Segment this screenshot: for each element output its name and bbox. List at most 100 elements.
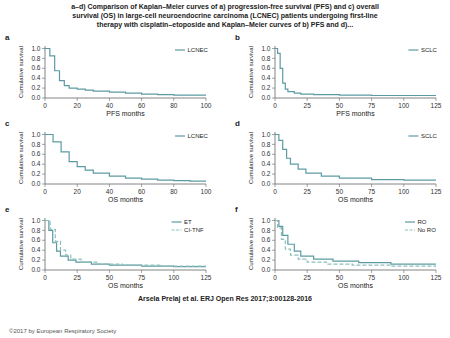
legend: LCNEC: [175, 133, 209, 139]
y-tick-label: 1.0: [31, 217, 40, 224]
y-tick-label: 0.4: [261, 246, 270, 253]
legend-label: SCLC: [421, 133, 438, 139]
plot-area: [45, 48, 206, 95]
y-tick: [42, 48, 45, 49]
x-axis-label: PFS months: [336, 110, 375, 117]
y-tick: [42, 164, 45, 165]
x-tick-label: 75: [368, 102, 376, 109]
y-tick: [272, 78, 275, 79]
panel-label: c: [5, 119, 10, 128]
y-tick-label: 0.0: [261, 94, 270, 101]
y-tick: [272, 154, 275, 155]
legend-swatch: [172, 221, 182, 222]
x-tick-label: 75: [368, 274, 376, 281]
y-tick-label: 0.8: [261, 55, 270, 62]
x-tick-label: 40: [106, 188, 114, 195]
y-tick: [272, 174, 275, 175]
y-tick-label: 0.0: [31, 180, 40, 187]
y-tick: [272, 270, 275, 271]
survival-curve: [45, 48, 206, 95]
y-tick-label: 0.2: [31, 170, 40, 177]
legend: LCNEC: [175, 47, 209, 53]
y-tick-label: 0.2: [31, 256, 40, 263]
survival-curve: [275, 134, 436, 180]
y-tick-label: 0.2: [261, 84, 270, 91]
x-tick-label: 0: [43, 274, 47, 281]
survival-curve: [45, 220, 206, 266]
x-tick-label: 0: [43, 102, 47, 109]
x-tick-label: 75: [138, 274, 146, 281]
x-tick-label: 100: [398, 274, 409, 281]
legend-label: LCNEC: [188, 133, 209, 139]
legend-swatch: [172, 229, 182, 230]
y-tick-label: 0.0: [31, 94, 40, 101]
y-axis-line: [275, 46, 276, 98]
plot-area: [45, 220, 206, 266]
x-tick-label: 60: [138, 102, 146, 109]
survival-curve: [275, 220, 436, 264]
y-axis-label: Cumulative survival: [18, 46, 24, 98]
x-tick-label: 25: [74, 274, 82, 281]
x-tick-label: 0: [273, 188, 277, 195]
legend-swatch: [408, 49, 418, 50]
plot-area: [275, 134, 436, 180]
x-tick-label: 100: [201, 188, 212, 195]
y-tick: [272, 58, 275, 59]
y-tick: [42, 230, 45, 231]
y-tick: [42, 98, 45, 99]
y-tick-label: 1.0: [31, 131, 40, 138]
y-tick: [272, 250, 275, 251]
y-tick: [272, 260, 275, 261]
y-tick-label: 0.6: [31, 150, 40, 157]
x-tick-label: 0: [43, 188, 47, 195]
y-tick: [42, 78, 45, 79]
legend: SCLC: [408, 47, 437, 53]
y-tick: [272, 88, 275, 89]
panel-label: f: [235, 205, 238, 214]
y-tick-label: 1.0: [261, 217, 270, 224]
y-axis-label: Cumulative survival: [18, 218, 24, 270]
citation: Arsela Prelaj et al. ERJ Open Res 2017;3…: [138, 295, 312, 303]
y-tick: [272, 240, 275, 241]
y-tick: [272, 164, 275, 165]
y-tick-label: 0.8: [31, 141, 40, 148]
figure: a–d) Comparison of Kaplan–Meier curves o…: [0, 0, 450, 338]
y-tick: [42, 144, 45, 145]
plot-area: [275, 220, 436, 266]
x-tick-label: 40: [106, 102, 114, 109]
legend: SCLC: [408, 133, 437, 139]
survival-curve: [45, 220, 206, 266]
x-axis-line: [275, 98, 436, 99]
x-tick-label: 125: [431, 188, 442, 195]
x-tick-label: 25: [304, 188, 312, 195]
y-axis-label: Cumulative survival: [248, 218, 254, 270]
survival-curve: [45, 134, 206, 181]
y-tick: [42, 68, 45, 69]
panel-label: d: [235, 119, 240, 128]
plot-area: [45, 134, 206, 181]
survival-curve: [275, 220, 436, 266]
panel: a0.00.20.40.60.81.0020406080100PFS month…: [5, 33, 212, 117]
legend-swatch: [405, 229, 415, 230]
x-tick-label: 25: [304, 274, 312, 281]
x-tick-label: 100: [201, 102, 212, 109]
panel: d0.00.20.40.60.81.00255075100125OS month…: [235, 119, 442, 203]
y-tick-label: 1.0: [261, 131, 270, 138]
x-axis-label: PFS months: [106, 110, 145, 117]
x-tick-label: 0: [273, 102, 277, 109]
x-tick-label: 100: [398, 102, 409, 109]
legend-swatch: [175, 135, 185, 136]
panel: b0.00.20.40.60.81.00255075100125PFS mont…: [235, 33, 442, 117]
y-tick-label: 0.0: [261, 266, 270, 273]
y-axis-label: Cumulative survival: [18, 132, 24, 184]
x-tick-label: 100: [168, 274, 179, 281]
x-tick-label: 60: [138, 188, 146, 195]
y-axis-label: Cumulative survival: [248, 46, 254, 98]
y-tick: [42, 154, 45, 155]
y-tick-label: 0.4: [31, 246, 40, 253]
panel-label: a: [5, 33, 10, 42]
y-tick: [272, 230, 275, 231]
x-tick-label: 25: [304, 102, 312, 109]
panel: e0.00.20.40.60.81.00255075100125OS month…: [5, 205, 212, 289]
legend-swatch: [405, 221, 415, 222]
